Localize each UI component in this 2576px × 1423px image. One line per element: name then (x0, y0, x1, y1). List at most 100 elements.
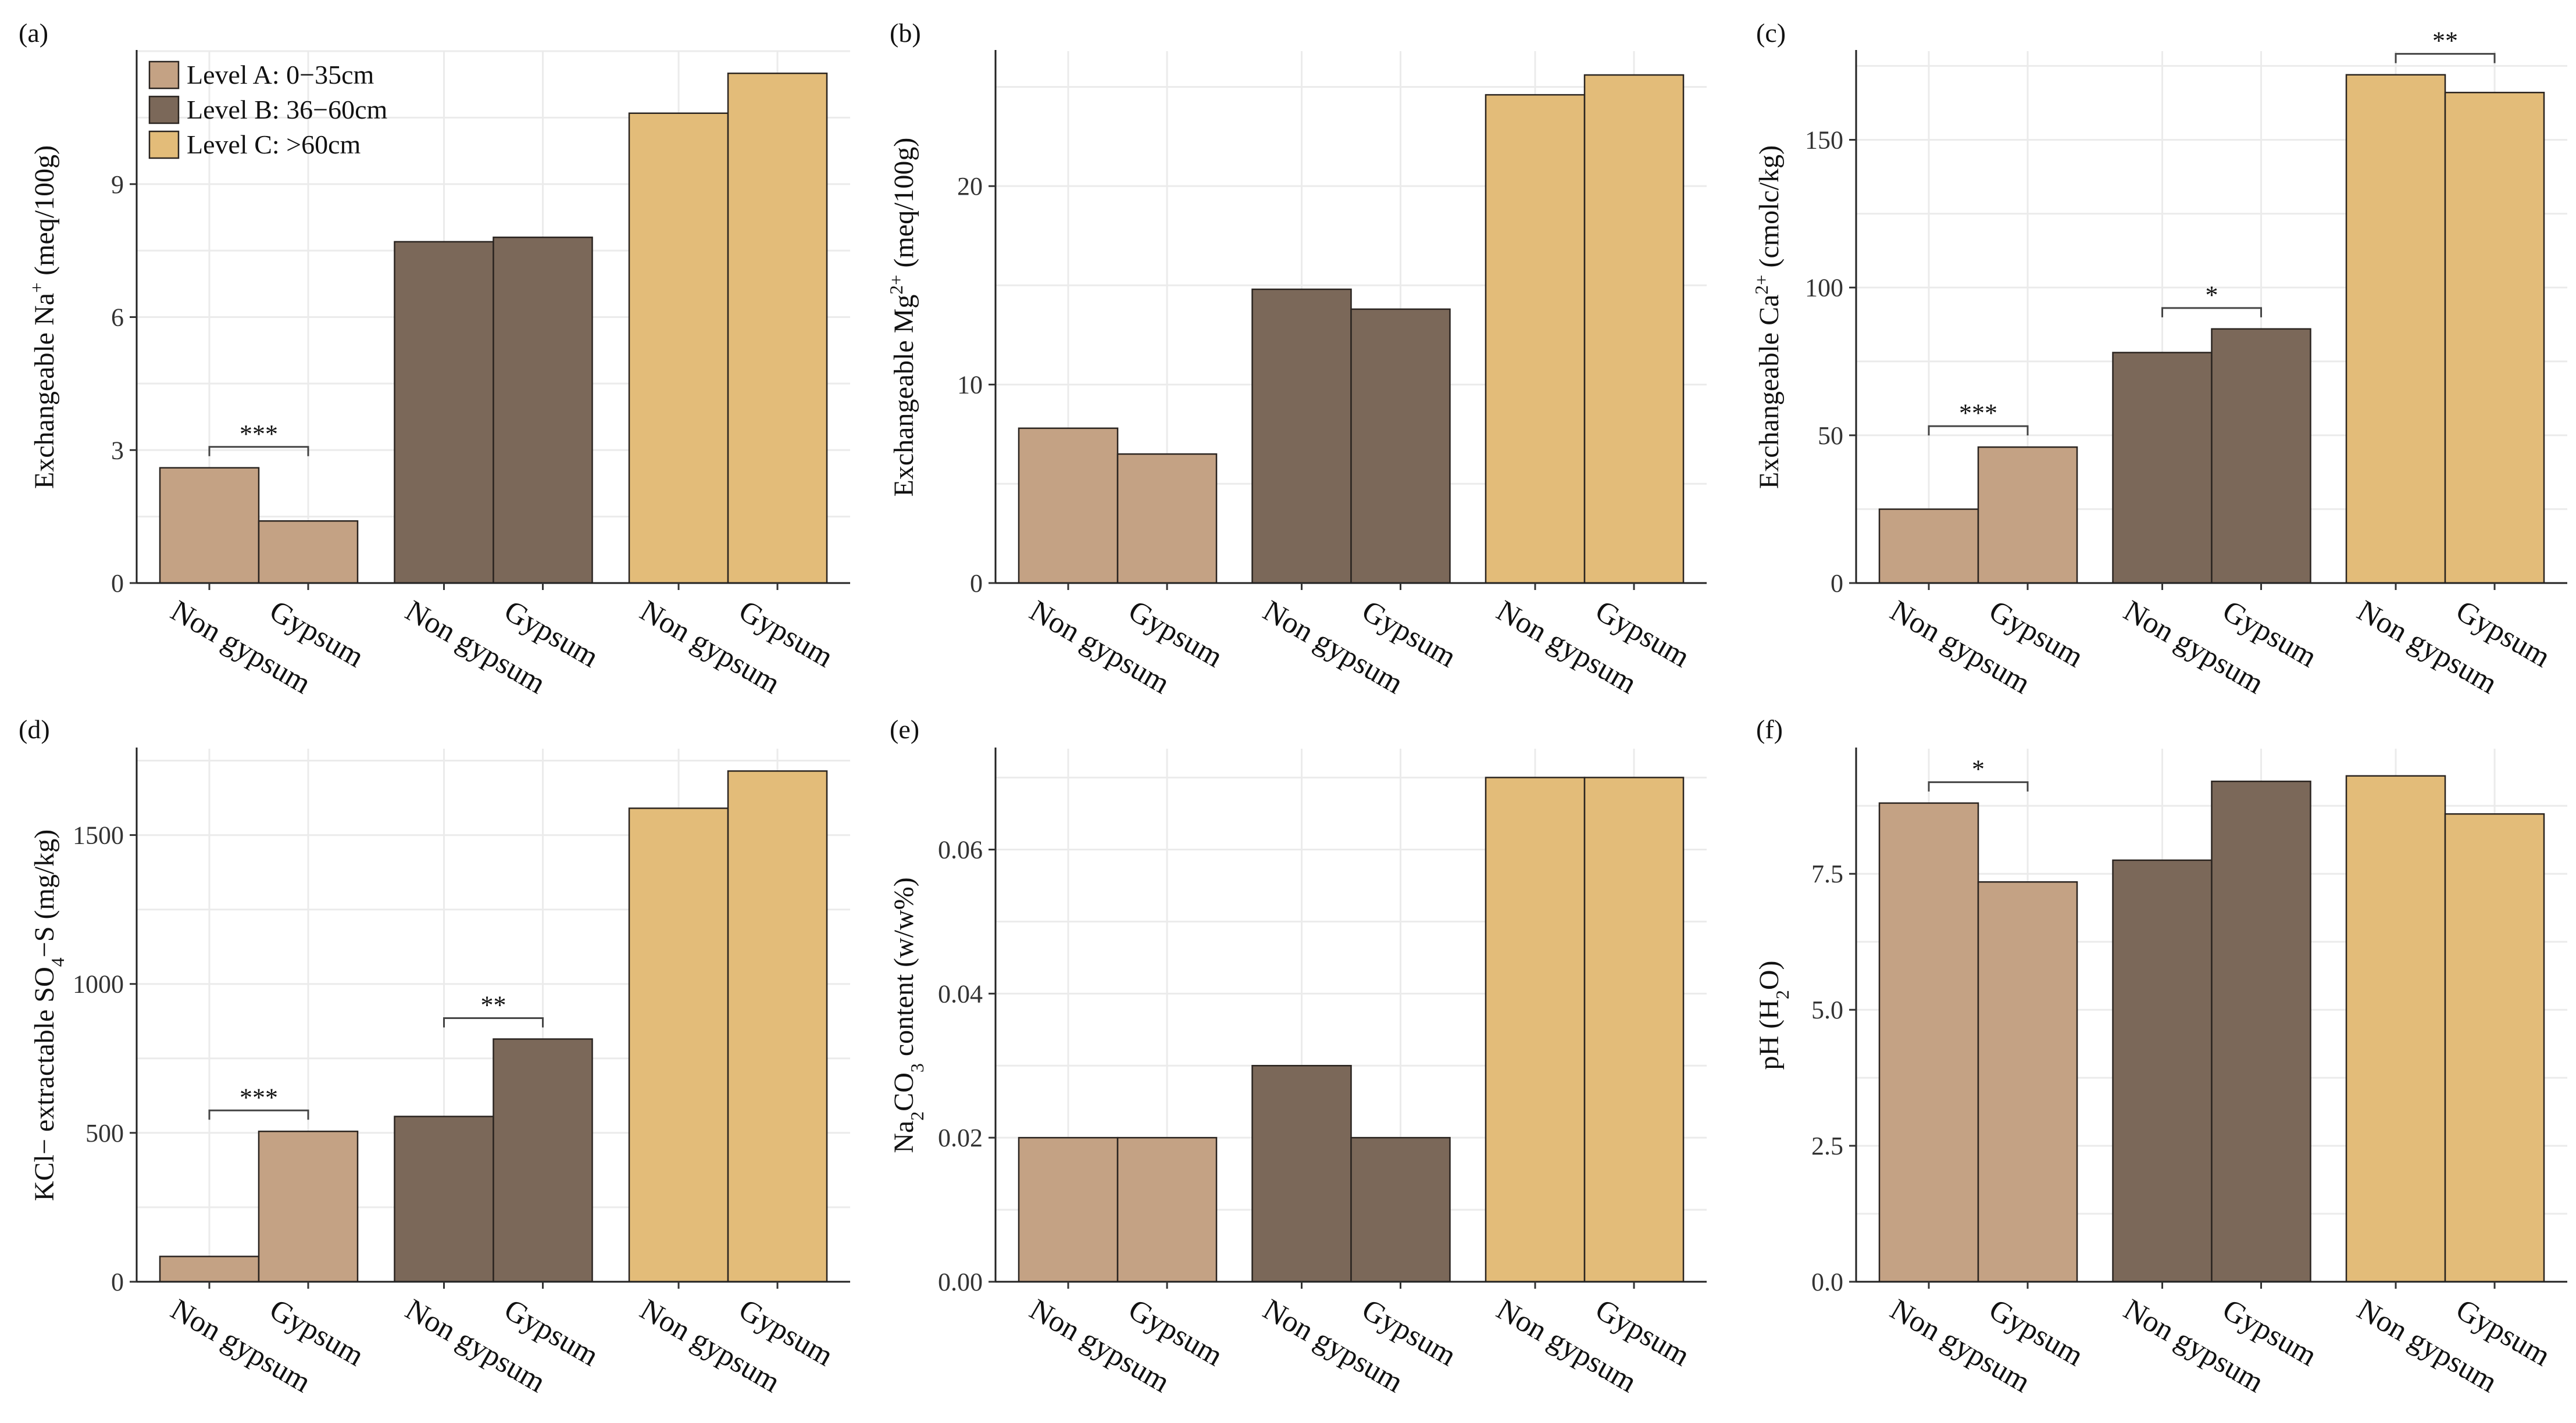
bar-level-a-non-gypsum (159, 1256, 260, 1283)
y-axis-title: pH (H2O) (1754, 961, 1793, 1070)
y-axis-title-part: 2 (907, 1111, 927, 1121)
bar-level-a-gypsum (1116, 1136, 1218, 1283)
panel-label: (c) (1756, 18, 1786, 48)
bar-level-a-gypsum (1977, 881, 2078, 1283)
y-tick-label: 0 (111, 569, 124, 598)
y-axis-title: KCl− extractable SO4−S (mg/kg) (29, 830, 68, 1201)
y-axis-title-part: pH (H (1754, 999, 1785, 1070)
panel-label: (d) (19, 714, 50, 744)
y-axis-title-part: 2 (1772, 990, 1793, 999)
panel-label: (f) (1756, 714, 1783, 744)
significance-label: * (2206, 281, 2218, 309)
bar-level-a-gypsum (258, 1131, 359, 1283)
y-tick-label: 50 (1818, 421, 1843, 450)
y-tick-label: 2.5 (1811, 1132, 1843, 1160)
y-axis-title-part: 4 (47, 957, 68, 967)
y-tick-label: 0.0 (1811, 1268, 1843, 1296)
bar-level-c-gypsum (1583, 74, 1685, 584)
significance-bracket (2161, 307, 2262, 317)
y-tick-label: 10 (957, 371, 983, 399)
bar-level-c-gypsum (727, 770, 828, 1283)
y-tick-label: 1500 (73, 821, 124, 850)
significance-label: ** (2432, 27, 2458, 55)
bar-level-b-gypsum (493, 237, 593, 584)
y-tick-label: 9 (111, 170, 124, 199)
y-tick-label: 5.0 (1811, 996, 1843, 1024)
y-tick-label: 150 (1805, 126, 1843, 155)
bar-level-a-non-gypsum (1018, 427, 1119, 584)
significance-bracket (208, 1109, 309, 1120)
y-axis-title-part: (meq/100g) (29, 145, 60, 283)
significance-bracket (443, 1017, 544, 1028)
y-tick-label: 7.5 (1811, 860, 1843, 888)
y-axis-title-part: O) (1754, 961, 1785, 991)
bar-level-b-gypsum (493, 1038, 593, 1283)
bar-level-b-non-gypsum (1251, 288, 1352, 584)
bar-level-c-gypsum (1583, 777, 1685, 1283)
bar-level-c-gypsum (2444, 91, 2545, 584)
bar-level-c-non-gypsum (1485, 777, 1586, 1283)
bar-level-a-gypsum (1977, 446, 2078, 584)
bar-level-c-non-gypsum (2345, 775, 2446, 1283)
legend-swatch (148, 95, 180, 124)
legend-label: Level A: 0−35cm (187, 60, 374, 90)
y-tick-label: 0.02 (938, 1124, 983, 1152)
y-axis-title-part: + (26, 283, 47, 293)
bar-level-b-non-gypsum (394, 241, 494, 584)
y-axis-title: Exchangeable Na+ (meq/100g) (26, 145, 60, 489)
y-axis-title-part: KCl− extractable SO (29, 967, 60, 1201)
significance-label: *** (1959, 399, 1997, 427)
bar-level-c-non-gypsum (1485, 94, 1586, 584)
y-axis-title-part: (cmolc/kg) (1754, 145, 1785, 275)
y-axis-title-part: 3 (907, 1063, 927, 1072)
y-tick-label: 0 (970, 569, 983, 598)
bar-level-b-gypsum (2211, 780, 2311, 1283)
bar-level-c-non-gypsum (628, 112, 729, 584)
y-axis-title-part: 2+ (1751, 275, 1772, 295)
legend-swatch (148, 130, 180, 159)
y-tick-label: 20 (957, 172, 983, 201)
panel-label: (a) (19, 18, 48, 48)
y-axis-title-part: (meq/100g) (889, 138, 919, 275)
bar-level-b-gypsum (2211, 328, 2311, 584)
y-axis-title-part: content (w/w%) (889, 877, 919, 1063)
y-tick-label: 0.06 (938, 835, 983, 864)
legend-label: Level B: 36−60cm (187, 95, 388, 124)
y-tick-label: 1000 (73, 970, 124, 999)
y-tick-label: 6 (111, 303, 124, 332)
significance-bracket (1928, 781, 2029, 792)
y-axis-title-part: Exchangeable Na (29, 293, 60, 489)
significance-label: *** (240, 420, 278, 448)
bar-level-b-gypsum (1350, 308, 1451, 584)
panel-label: (e) (890, 714, 919, 744)
y-tick-label: 3 (111, 436, 124, 464)
y-axis-title-part: Exchangeable Mg (889, 295, 919, 497)
y-tick-label: 100 (1805, 274, 1843, 302)
bar-level-c-non-gypsum (2345, 74, 2446, 584)
y-axis-title-part: −S (mg/kg) (29, 830, 60, 957)
bar-level-b-non-gypsum (2112, 859, 2213, 1283)
significance-label: *** (240, 1083, 278, 1111)
bar-level-c-gypsum (727, 72, 828, 584)
bar-level-a-gypsum (1116, 453, 1218, 584)
bar-level-b-non-gypsum (2112, 352, 2213, 584)
bar-level-b-non-gypsum (394, 1115, 494, 1283)
bar-level-c-non-gypsum (628, 807, 729, 1283)
significance-bracket (2395, 53, 2496, 63)
y-tick-label: 0 (111, 1268, 124, 1296)
bar-level-a-non-gypsum (1878, 802, 1979, 1283)
bar-level-a-non-gypsum (1878, 508, 1979, 584)
y-tick-label: 500 (85, 1119, 124, 1147)
significance-bracket (1928, 425, 2029, 436)
y-axis-title: Exchangeable Mg2+ (meq/100g) (886, 138, 919, 497)
y-axis-title: Exchangeable Ca2+ (cmolc/kg) (1751, 145, 1785, 489)
significance-bracket (208, 446, 309, 456)
y-axis-title-part: CO (889, 1072, 919, 1111)
